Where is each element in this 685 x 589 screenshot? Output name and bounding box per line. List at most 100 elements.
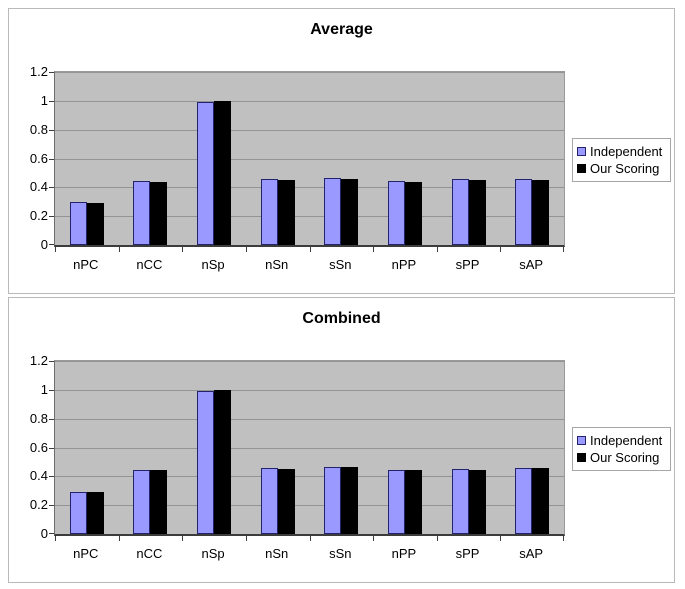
gridline: [55, 158, 564, 160]
bar-our-scoring-sAP: [532, 180, 549, 245]
y-tick-label: 1.2: [29, 64, 48, 79]
bar-our-scoring-nCC: [150, 470, 167, 534]
independent-swatch-icon: [577, 436, 586, 445]
gridline: [55, 361, 564, 362]
x-axis-tick: [437, 247, 438, 252]
y-axis-tick: [49, 476, 54, 478]
chart-title: Combined: [302, 310, 381, 327]
our-scoring-swatch-icon: [577, 164, 586, 173]
y-axis-tick: [49, 158, 54, 160]
y-tick-label: 0.8: [29, 410, 48, 426]
y-tick-label: 0.4: [29, 468, 48, 484]
bar-our-scoring-sPP: [469, 470, 486, 534]
y-axis-tick: [49, 418, 54, 420]
chart-title: Average: [310, 21, 373, 38]
x-axis-tick: [500, 536, 501, 541]
bar-independent-nPC: [70, 492, 87, 534]
bar-our-scoring-nSp: [214, 101, 231, 245]
x-category-label: nSn: [265, 546, 289, 561]
x-axis-tick: [182, 247, 183, 252]
bar-our-scoring-nPP: [405, 182, 422, 245]
x-axis-tick: [500, 247, 501, 252]
x-axis-tick: [119, 536, 120, 541]
y-tick-label: 0.2: [29, 208, 48, 224]
y-axis-tick: [49, 244, 54, 245]
x-axis-tick: [310, 536, 311, 541]
gridline: [55, 389, 564, 391]
y-tick-label: 0.8: [29, 121, 48, 137]
x-category-label: sPP: [455, 546, 480, 561]
gridline: [55, 216, 564, 218]
x-category-label: sAP: [519, 546, 544, 561]
y-axis-tick: [49, 361, 54, 362]
gridline: [55, 100, 564, 102]
our-scoring-swatch-icon: [577, 453, 586, 462]
x-category-label: nCC: [136, 546, 163, 561]
x-axis-tick: [119, 247, 120, 252]
legend: Independent Our Scoring: [572, 138, 671, 182]
x-category-label: nSn: [265, 257, 289, 272]
x-category-label: nPC: [73, 546, 99, 561]
x-category-label: sAP: [519, 257, 544, 272]
x-category-label: sSn: [329, 257, 352, 272]
x-axis-tick: [373, 247, 374, 252]
bar-our-scoring-nSp: [214, 390, 231, 534]
x-axis-tick: [563, 536, 564, 541]
bar-independent-nPP: [388, 470, 405, 534]
x-category-label: nSp: [201, 257, 225, 272]
y-tick-label: 1.2: [29, 353, 48, 368]
legend-label-independent: Independent: [590, 144, 663, 159]
y-tick-label: 1: [40, 92, 48, 108]
chart-panel-average: Average Independent Our Scoring 0 0.2 0.4 0…: [8, 8, 675, 294]
x-axis-tick: [246, 247, 247, 252]
x-category-label: nPP: [391, 546, 417, 561]
legend-item-independent: Independent: [577, 143, 668, 160]
independent-swatch-icon: [577, 147, 586, 156]
gridline: [55, 187, 564, 189]
y-tick-label: 0.4: [29, 179, 48, 195]
bar-independent-sAP: [515, 468, 532, 534]
y-axis-tick: [49, 389, 54, 391]
x-axis-tick: [563, 247, 564, 252]
legend-item-our-scoring: Our Scoring: [577, 449, 668, 466]
y-axis-tick: [49, 129, 54, 131]
legend-label-independent: Independent: [590, 433, 663, 448]
gridline: [55, 447, 564, 449]
y-axis-tick: [49, 100, 54, 102]
y-tick-label: 0: [40, 526, 48, 541]
x-axis-tick: [310, 247, 311, 252]
y-tick-label: 0: [40, 237, 48, 252]
x-category-label: sPP: [455, 257, 480, 272]
bar-independent-nCC: [133, 470, 150, 534]
gridline: [55, 72, 564, 73]
legend-label-our-scoring: Our Scoring: [590, 450, 660, 465]
x-category-label: nPP: [391, 257, 417, 272]
y-axis-tick: [49, 505, 54, 507]
x-category-label: nSp: [201, 546, 225, 561]
y-axis-tick: [49, 447, 54, 449]
gridline: [55, 505, 564, 507]
bar-our-scoring-nPC: [87, 203, 104, 245]
bar-our-scoring-nSn: [278, 469, 295, 534]
x-axis-tick: [55, 536, 56, 541]
chart-panel-combined: Combined Independent Our Scoring 0 0.2 0.4…: [8, 297, 675, 583]
y-axis-tick: [49, 216, 54, 218]
x-axis-tick: [437, 536, 438, 541]
legend-label-our-scoring: Our Scoring: [590, 161, 660, 176]
bar-our-scoring-nSn: [278, 180, 295, 245]
bar-our-scoring-nPP: [405, 470, 422, 534]
bar-independent-nSp: [197, 102, 214, 245]
bar-our-scoring-sSn: [341, 467, 358, 534]
y-tick-label: 0.6: [29, 150, 48, 166]
bar-our-scoring-sSn: [341, 179, 358, 245]
y-axis-tick: [49, 72, 54, 73]
bar-independent-sAP: [515, 179, 532, 245]
bar-our-scoring-nPC: [87, 492, 104, 534]
bar-independent-nSn: [261, 468, 278, 534]
legend-item-our-scoring: Our Scoring: [577, 160, 668, 177]
legend-item-independent: Independent: [577, 432, 668, 449]
bar-our-scoring-nCC: [150, 182, 167, 245]
gridline: [55, 418, 564, 420]
legend: Independent Our Scoring: [572, 427, 671, 471]
